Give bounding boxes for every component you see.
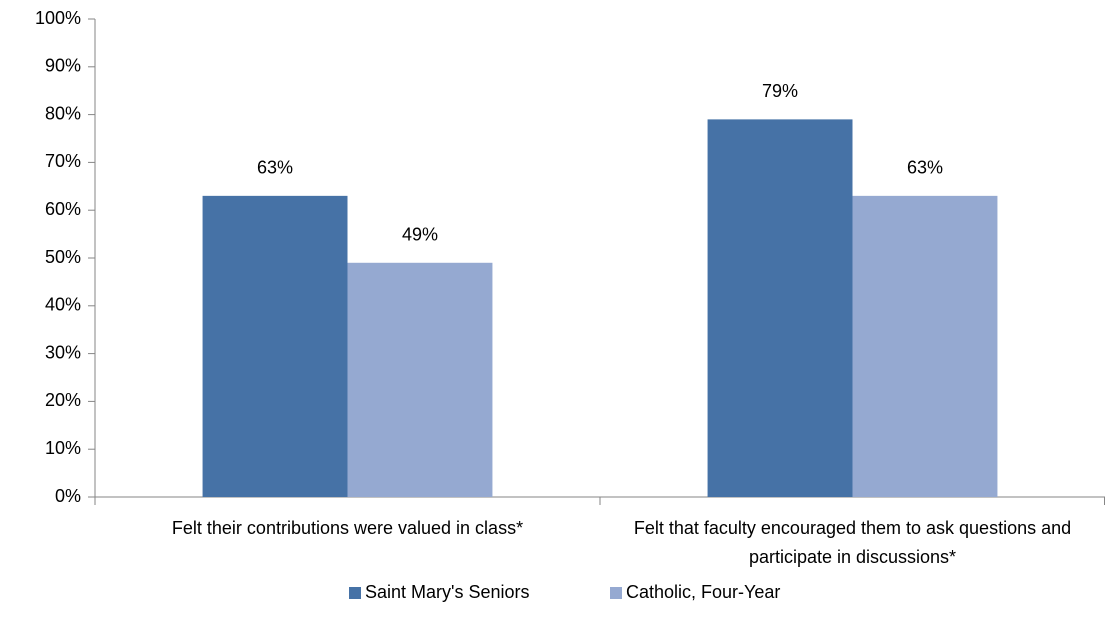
y-tick-label: 0% <box>55 486 81 506</box>
y-tick-label: 10% <box>45 438 81 458</box>
y-tick-label: 100% <box>35 8 81 28</box>
bar <box>707 119 853 497</box>
x-tick-label: Felt that faculty encouraged them to ask… <box>633 518 1072 567</box>
bar <box>852 195 998 498</box>
y-tick-label: 90% <box>45 56 81 76</box>
legend-swatch <box>610 587 622 599</box>
legend-label: Saint Mary's Seniors <box>365 582 530 602</box>
y-tick-label: 50% <box>45 247 81 267</box>
value-label: 79% <box>762 81 798 101</box>
x-tick-label: Felt their contributions were valued in … <box>171 518 524 538</box>
legend-label: Catholic, Four-Year <box>626 582 780 602</box>
value-label: 49% <box>402 225 438 245</box>
y-tick-label: 20% <box>45 390 81 410</box>
y-tick-label: 60% <box>45 199 81 219</box>
bar <box>202 195 348 498</box>
y-tick-label: 70% <box>45 151 81 171</box>
value-label: 63% <box>257 158 293 178</box>
bar <box>347 262 493 497</box>
y-tick-label: 80% <box>45 103 81 123</box>
y-tick-label: 30% <box>45 342 81 362</box>
legend-swatch <box>349 587 361 599</box>
y-tick-label: 40% <box>45 295 81 315</box>
value-label: 63% <box>907 158 943 178</box>
